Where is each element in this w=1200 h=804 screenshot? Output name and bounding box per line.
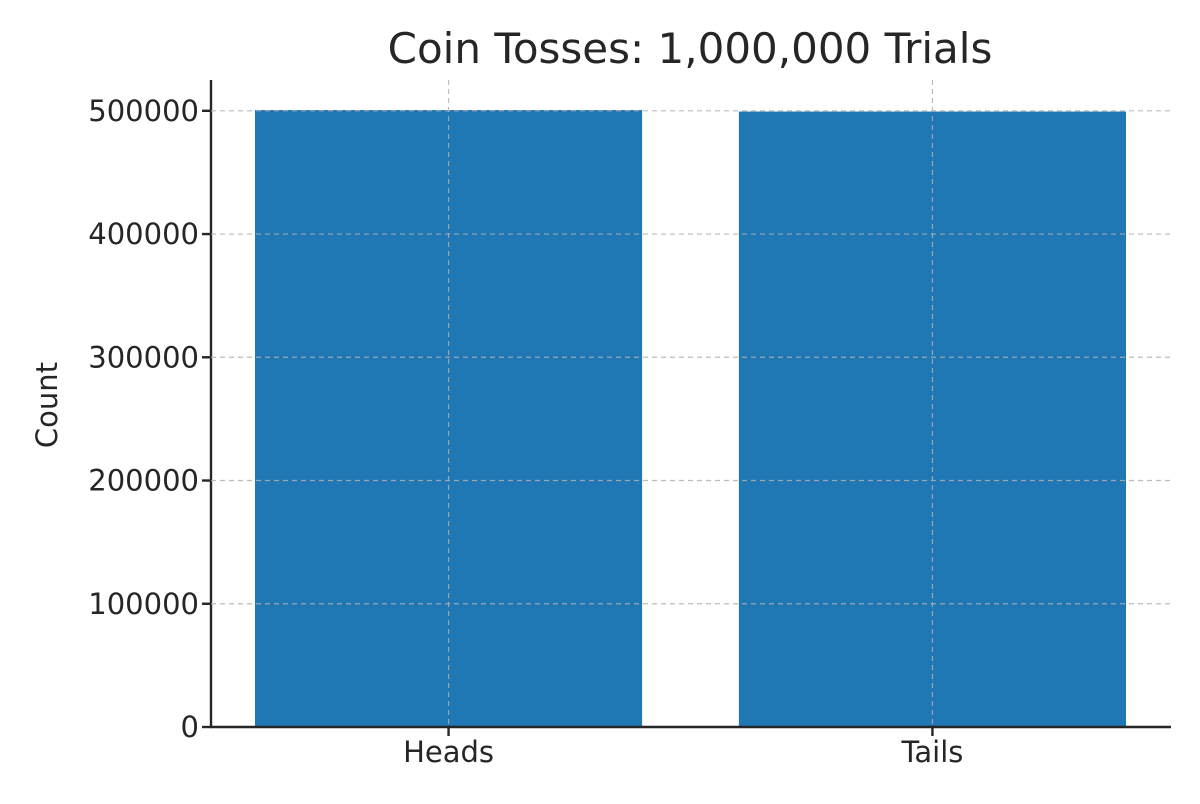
y-gridlines xyxy=(211,110,1171,605)
x-axis-ticks: Heads Tails xyxy=(403,727,963,769)
y-tick-label: 500000 xyxy=(88,94,199,128)
y-tick-label: 300000 xyxy=(88,340,199,374)
y-tick-label: 0 xyxy=(181,710,199,744)
y-tick-label: 200000 xyxy=(88,464,199,498)
y-axis-label: Count xyxy=(30,362,64,448)
bar-heads xyxy=(255,110,643,728)
y-tick-label: 400000 xyxy=(88,217,199,251)
y-tick-label: 100000 xyxy=(88,587,199,621)
x-tick-label: Tails xyxy=(900,735,963,769)
chart-title: Coin Tosses: 1,000,000 Trials xyxy=(388,24,993,73)
bars xyxy=(255,110,1126,728)
bar-tails xyxy=(738,111,1126,727)
x-tick-label: Heads xyxy=(403,735,494,769)
y-axis-ticks: 0 100000 200000 300000 400000 500000 xyxy=(88,94,211,744)
